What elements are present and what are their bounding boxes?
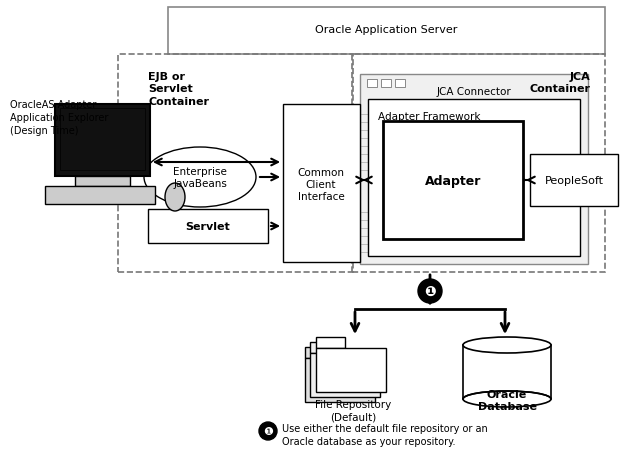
Text: PeopleSoft: PeopleSoft bbox=[545, 175, 604, 186]
Bar bbox=[395, 80, 405, 88]
Bar bbox=[383, 122, 523, 239]
Bar bbox=[118, 55, 353, 272]
Bar bbox=[305, 347, 335, 358]
Text: EJB or
Servlet
Container: EJB or Servlet Container bbox=[148, 72, 209, 106]
Bar bbox=[45, 187, 155, 205]
Bar bbox=[367, 80, 377, 88]
Bar bbox=[60, 109, 145, 171]
Text: ❶: ❶ bbox=[424, 284, 436, 298]
Bar bbox=[352, 55, 605, 272]
Bar bbox=[381, 80, 391, 88]
Bar bbox=[283, 105, 360, 263]
Text: ❶: ❶ bbox=[263, 426, 273, 436]
Bar bbox=[310, 342, 340, 353]
Ellipse shape bbox=[165, 184, 185, 212]
Ellipse shape bbox=[463, 391, 551, 407]
Circle shape bbox=[259, 422, 277, 440]
Ellipse shape bbox=[463, 337, 551, 353]
Bar bbox=[310, 353, 380, 397]
Text: Oracle
Database: Oracle Database bbox=[477, 389, 536, 412]
Text: JCA
Container: JCA Container bbox=[529, 72, 590, 94]
Text: OracleAS Adapter
Application Explorer
(Design Time): OracleAS Adapter Application Explorer (D… bbox=[10, 100, 108, 136]
Bar bbox=[75, 176, 130, 187]
Bar bbox=[148, 210, 268, 244]
Bar bbox=[463, 345, 551, 399]
Bar bbox=[316, 337, 345, 348]
Text: Use either the default file repository or an
Oracle database as your repository.: Use either the default file repository o… bbox=[282, 423, 488, 446]
Text: Common
Client
Interface: Common Client Interface bbox=[298, 167, 345, 202]
Bar bbox=[360, 75, 588, 264]
Circle shape bbox=[418, 279, 442, 303]
Text: Servlet: Servlet bbox=[186, 221, 231, 232]
Text: Adapter: Adapter bbox=[425, 175, 481, 188]
Text: JCA Connector: JCA Connector bbox=[437, 87, 511, 97]
Text: Adapter Framework: Adapter Framework bbox=[378, 112, 480, 122]
Bar bbox=[55, 105, 150, 176]
Text: Enterprise
JavaBeans: Enterprise JavaBeans bbox=[173, 166, 227, 189]
Ellipse shape bbox=[144, 148, 256, 207]
Text: File Repository
(Default): File Repository (Default) bbox=[315, 399, 391, 421]
Text: Oracle Application Server: Oracle Application Server bbox=[315, 25, 457, 35]
Bar bbox=[305, 358, 375, 402]
Bar bbox=[530, 155, 618, 206]
Bar bbox=[368, 100, 580, 257]
Bar bbox=[168, 8, 605, 55]
Bar bbox=[316, 348, 386, 392]
